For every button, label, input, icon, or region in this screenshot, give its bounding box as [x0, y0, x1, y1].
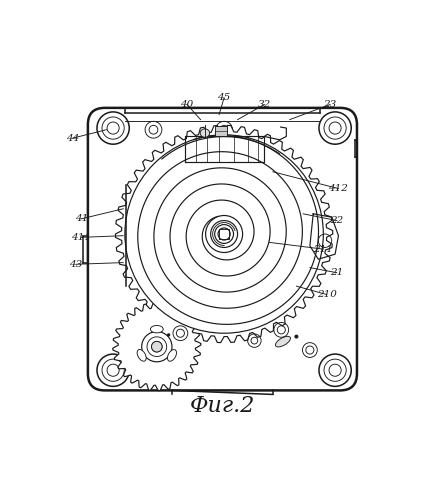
- FancyBboxPatch shape: [88, 108, 357, 391]
- Circle shape: [167, 333, 170, 336]
- Text: 44: 44: [66, 134, 79, 142]
- Ellipse shape: [276, 336, 290, 347]
- Circle shape: [151, 342, 162, 352]
- Ellipse shape: [168, 350, 177, 361]
- Ellipse shape: [151, 326, 163, 333]
- Text: Фиг.2: Фиг.2: [190, 394, 255, 416]
- Text: 411: 411: [71, 233, 91, 242]
- Text: 40: 40: [181, 100, 194, 109]
- Text: 22: 22: [330, 216, 343, 225]
- FancyBboxPatch shape: [215, 126, 227, 136]
- Ellipse shape: [137, 350, 146, 361]
- Ellipse shape: [200, 129, 210, 138]
- Text: 32: 32: [258, 100, 271, 109]
- Circle shape: [294, 334, 299, 338]
- Text: 43: 43: [69, 260, 83, 269]
- Circle shape: [206, 216, 243, 252]
- Text: 211: 211: [313, 244, 333, 254]
- Text: 41: 41: [75, 214, 88, 224]
- Text: 21: 21: [330, 268, 343, 277]
- Text: 210: 210: [317, 290, 337, 299]
- Circle shape: [125, 135, 323, 333]
- Polygon shape: [113, 302, 201, 390]
- Text: 45: 45: [217, 94, 231, 102]
- Polygon shape: [115, 126, 333, 342]
- Text: 412: 412: [329, 184, 349, 193]
- Text: 23: 23: [323, 100, 337, 109]
